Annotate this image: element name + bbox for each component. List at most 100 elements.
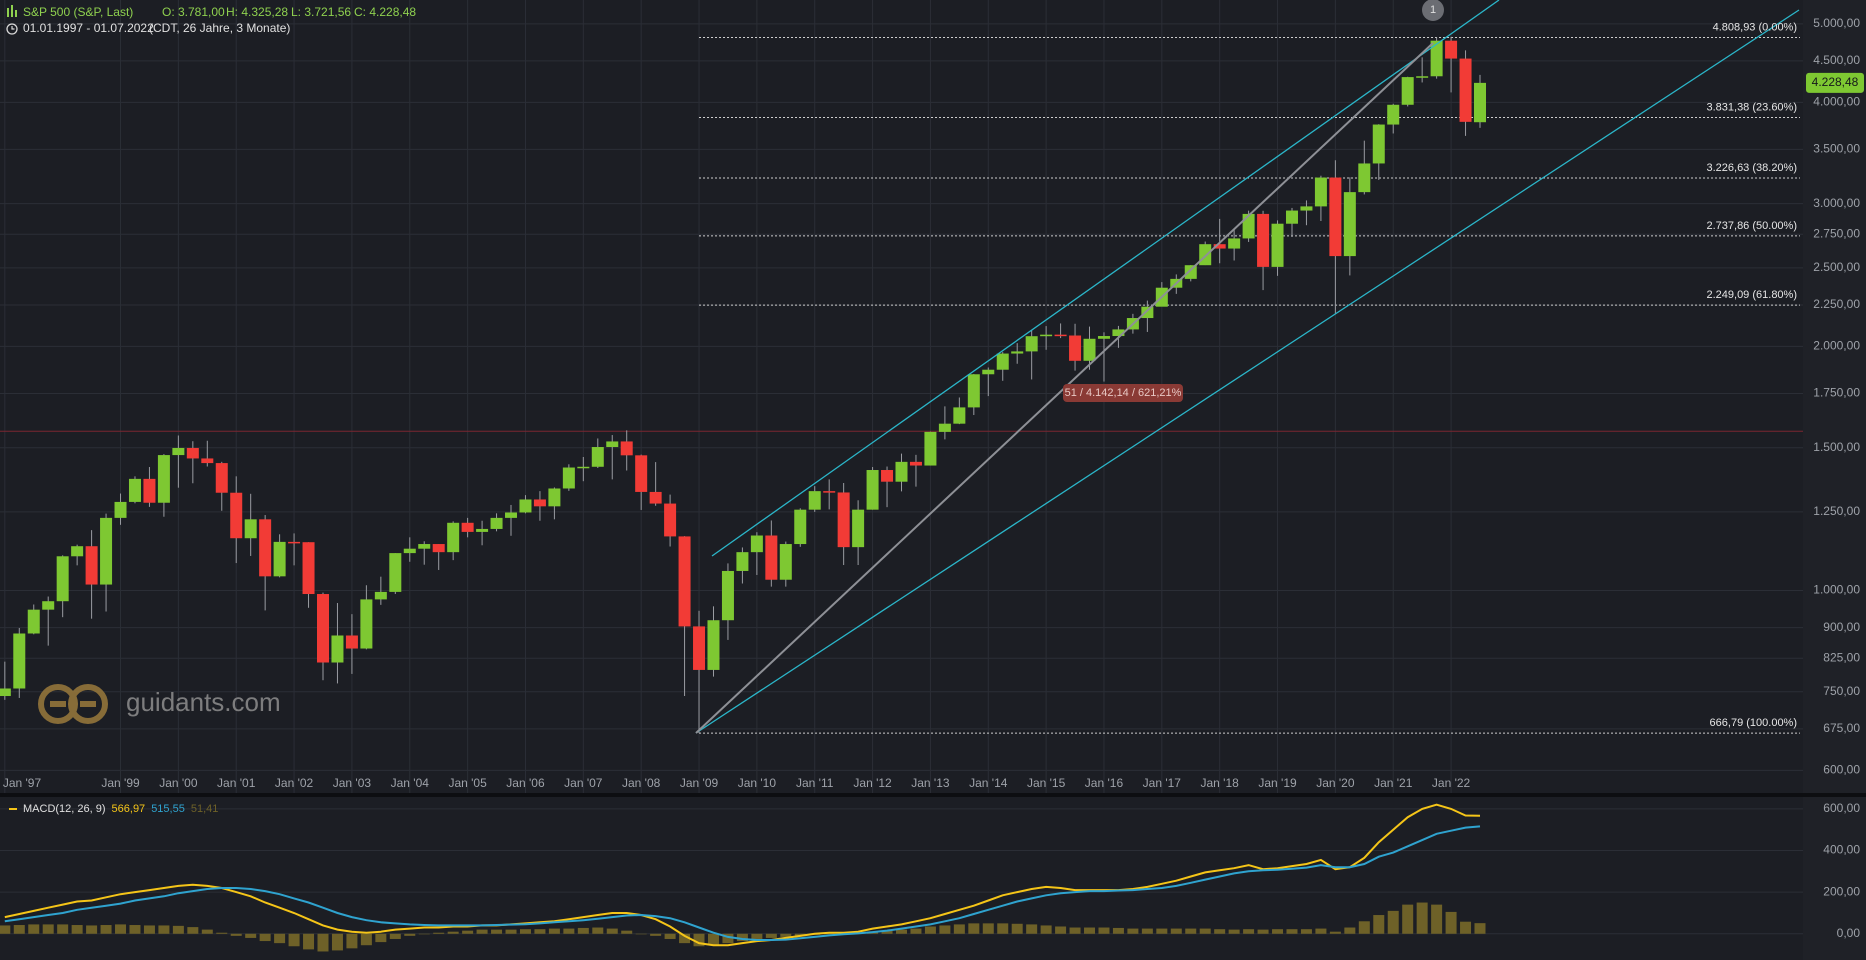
candle-body — [721, 570, 734, 621]
candle-body — [1184, 265, 1197, 279]
histogram-bar — [1272, 929, 1284, 934]
histogram-bar — [953, 924, 965, 934]
header-close: C: 4.228,48 — [354, 5, 416, 19]
legend-value: 515,55 — [151, 803, 185, 815]
y-tick-label: 1.750,00 — [1813, 386, 1860, 400]
candle-body — [13, 633, 26, 689]
marks — [0, 36, 1487, 952]
histogram-bar — [881, 930, 893, 934]
header-high: H: 4.325,28 — [226, 5, 288, 19]
header-icon — [11, 5, 13, 17]
candle-body — [1430, 40, 1443, 77]
candle-body — [316, 594, 329, 663]
candle-body — [1285, 210, 1298, 224]
histogram-bar — [780, 933, 792, 937]
candle-body — [1228, 238, 1241, 249]
candle-body — [736, 552, 749, 571]
x-tick-label: Jan '04 — [391, 776, 430, 790]
y-tick-label: 2.750,00 — [1813, 226, 1860, 240]
y-tick-label: 0,00 — [1837, 926, 1861, 940]
histogram-bar — [71, 925, 83, 934]
candle-body — [750, 535, 763, 553]
histogram-bar — [548, 928, 560, 934]
last-price-box — [1806, 72, 1864, 93]
x-tick-label: Jan '14 — [969, 776, 1008, 790]
histogram-bar — [389, 933, 401, 939]
fib-label: 4.808,93 (0.00%) — [1713, 21, 1797, 33]
histogram-bar — [360, 933, 372, 946]
candle-body — [1416, 76, 1429, 78]
trend-line — [695, 9, 1800, 734]
candle-body — [823, 491, 836, 493]
histogram-bar — [1257, 929, 1269, 934]
candle-body — [765, 535, 778, 580]
candle-body — [230, 492, 243, 539]
logo — [68, 684, 108, 724]
x-tick-label: Jan '02 — [275, 776, 314, 790]
histogram-bar — [1402, 904, 1414, 934]
y-tick-label: 2.500,00 — [1813, 260, 1860, 274]
histogram-bar — [115, 924, 127, 934]
candle-body — [519, 499, 532, 513]
histogram-bar — [86, 925, 98, 934]
histogram-bar — [519, 929, 531, 934]
histogram-bar — [42, 924, 54, 934]
histogram-bar — [201, 929, 213, 934]
x-tick-label: Jan '16 — [1085, 776, 1124, 790]
candle-body — [0, 688, 11, 697]
candle-body — [1141, 306, 1154, 319]
histogram-bar — [230, 933, 242, 936]
last-price-label: 4.228,48 — [1812, 75, 1859, 89]
histogram-bar — [1228, 929, 1240, 934]
candle-body — [331, 635, 344, 663]
candle-body — [157, 455, 170, 503]
histogram-bar — [577, 927, 589, 934]
candle-body — [201, 458, 214, 464]
histogram-bar — [303, 933, 315, 950]
candle-body — [259, 519, 272, 577]
candle-body — [143, 478, 156, 503]
histogram-bar — [1055, 926, 1067, 934]
candle-body — [403, 548, 416, 554]
logo — [50, 701, 66, 707]
histogram-bar — [1011, 923, 1023, 934]
candle-body — [215, 463, 228, 493]
histogram-bar — [1141, 928, 1153, 934]
x-tick-label: Jan '05 — [448, 776, 487, 790]
y-tick-label: 1.500,00 — [1813, 440, 1860, 454]
candle-body — [982, 369, 995, 375]
histogram-bar — [722, 933, 734, 944]
histogram-bar — [1387, 910, 1399, 934]
overlay — [0, 37, 1803, 734]
x-tick-label: Jan '15 — [1027, 776, 1066, 790]
histogram-bar — [896, 929, 907, 934]
histogram-bar — [57, 924, 69, 934]
marker-label: 1 — [1430, 4, 1436, 16]
candle-body — [1314, 177, 1327, 207]
candle-body — [345, 635, 358, 649]
candle-body — [461, 522, 474, 532]
candle-body — [953, 407, 966, 424]
histogram-bar — [1069, 927, 1081, 934]
candle-body — [620, 441, 633, 456]
candle-body — [1474, 82, 1487, 123]
x-tick-label: Jan '08 — [622, 776, 661, 790]
histogram-bar — [621, 930, 633, 934]
histogram-bar — [664, 933, 676, 939]
histogram-bar — [736, 933, 748, 942]
main-pane — [0, 0, 1803, 794]
histogram-bar — [216, 932, 228, 934]
histogram-bar — [751, 933, 763, 939]
candle-body — [114, 501, 127, 518]
candle-body — [577, 466, 590, 469]
histogram-bar — [968, 923, 980, 934]
candle-body — [288, 541, 301, 544]
candle-body — [1025, 336, 1038, 352]
histogram-bar — [404, 933, 416, 936]
candle-body — [374, 591, 387, 600]
histogram-bar — [375, 933, 387, 943]
candle-body — [360, 599, 373, 649]
y-tick-label: 5.000,00 — [1813, 16, 1860, 30]
